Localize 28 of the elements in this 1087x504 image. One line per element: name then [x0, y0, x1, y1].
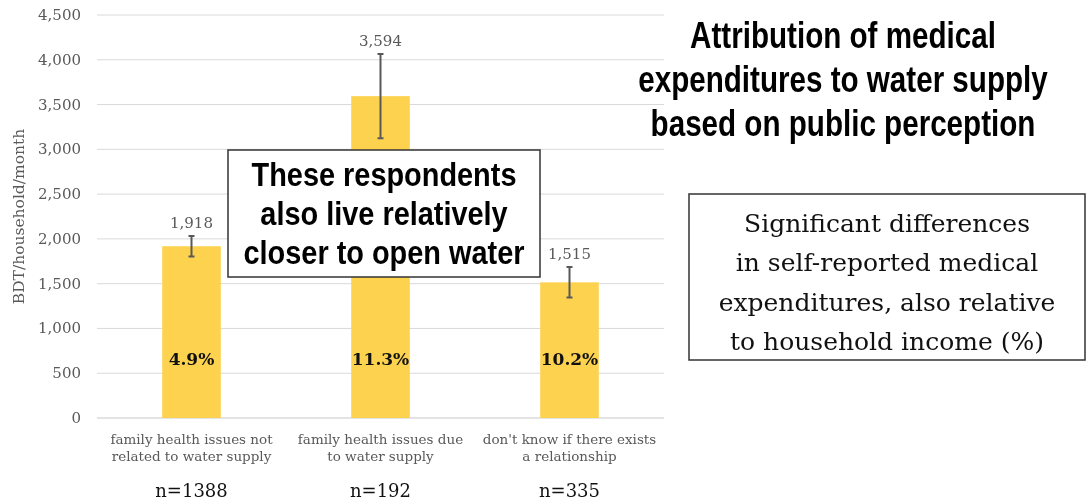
x-tick-label: family health issues due to water supply	[297, 431, 464, 464]
data-label: 1,515	[548, 245, 591, 264]
y-tick-label: 0	[71, 409, 81, 427]
y-tick-label: 1,500	[38, 274, 81, 293]
y-tick-label: 500	[52, 364, 81, 383]
y-tick-label: 2,500	[38, 185, 81, 204]
annotation: 11.3%	[351, 349, 410, 369]
x-tick-label: family health issues not related to water supply	[110, 431, 274, 464]
bar	[540, 282, 599, 418]
x-tick-label: don't know if there exists a relationship	[482, 431, 657, 464]
y-axis-title: BDT/household/month	[10, 128, 28, 305]
y-tick-label: 4,000	[38, 50, 81, 69]
text: n=335	[538, 480, 601, 501]
annotation: These respondents also live relatively closer to open water	[243, 154, 525, 272]
data-label: 1,918	[170, 213, 213, 232]
data-label: 3,594	[359, 32, 402, 51]
y-tick-label: 3,000	[38, 140, 81, 159]
y-tick-label: 1,000	[38, 319, 81, 338]
text: n=1388	[155, 480, 228, 501]
y-tick-label: 3,500	[38, 95, 81, 114]
text: Attribution of medical expenditures to water supply based on public perception	[638, 14, 1049, 144]
text: n=192	[349, 480, 412, 501]
annotation: 4.9%	[168, 349, 215, 369]
text: Significant differences in self-reported medical expenditures, also relative to household income (%)	[718, 209, 1056, 356]
y-tick-label: 4,500	[38, 6, 81, 24]
annotation: 10.2%	[540, 349, 599, 369]
bar	[162, 246, 221, 418]
y-tick-label: 2,000	[38, 229, 81, 248]
